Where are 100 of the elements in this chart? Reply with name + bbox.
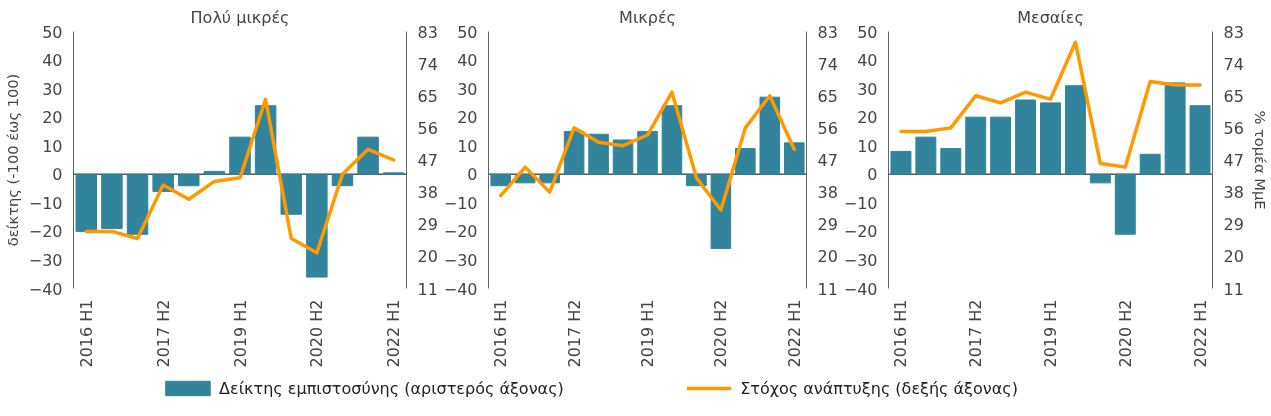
y-tick-label: 10: [457, 136, 478, 156]
x-tick-label: 2016 H1: [491, 299, 511, 368]
y2-tick-label: 74: [417, 54, 438, 74]
y-tick-label: 40: [457, 51, 478, 71]
y2-tick-label: 83: [417, 22, 438, 42]
bar: [1040, 102, 1061, 175]
x-tick-label: 2020 H2: [711, 299, 731, 368]
bar: [1164, 82, 1186, 175]
y-axis-title: δείκτης (-100 έως 100): [3, 73, 21, 247]
bar: [890, 150, 912, 175]
y2-tick-label: 83: [817, 22, 838, 42]
y-tick-label: −40: [28, 279, 63, 299]
x-tick-label: 2019 H1: [638, 299, 657, 368]
x-tick-label: 2017 H2: [966, 299, 986, 368]
y2-tick-label: 20: [817, 247, 838, 267]
bar: [735, 148, 756, 175]
x-tick-label: 2022 H1: [1190, 299, 1210, 368]
bar: [588, 133, 609, 175]
y-tick-label: 30: [42, 79, 63, 99]
bar: [783, 142, 805, 175]
y2-tick-label: 29: [417, 215, 438, 235]
y2-tick-label: 38: [417, 183, 438, 203]
y2-tick-label: 20: [417, 247, 438, 267]
x-tick-label: 2022 H1: [784, 299, 804, 368]
y-tick-label: −20: [843, 222, 878, 242]
chart-title: Μικρές: [619, 7, 676, 27]
y2-tick-label: 74: [817, 54, 838, 74]
bar: [1015, 99, 1037, 175]
bar: [661, 105, 683, 175]
bar: [1114, 173, 1136, 235]
bar: [965, 116, 987, 175]
x-tick-label: 2016 H1: [891, 299, 911, 368]
y2-tick-label: 65: [1223, 86, 1244, 106]
bar: [759, 96, 781, 175]
line-series: [498, 90, 797, 212]
bar: [203, 170, 226, 175]
y-tick-label: 30: [857, 79, 878, 99]
x-tick-label: 2022 H1: [384, 299, 404, 368]
chart-title: Μεσαίες: [1017, 7, 1084, 27]
y-tick-label: −20: [28, 222, 63, 242]
bar: [637, 130, 658, 175]
bar: [1064, 85, 1086, 175]
y2-tick-label: 11: [417, 279, 438, 299]
bar: [1139, 153, 1161, 175]
y-tick-label: 40: [42, 51, 63, 71]
y-tick-label: −40: [443, 279, 478, 299]
y2-tick-label: 29: [817, 215, 838, 235]
y-tick-label: 0: [867, 165, 878, 185]
y2-tick-label: 65: [417, 86, 438, 106]
bar: [490, 173, 512, 187]
legend-label: Δείκτης εμπιστοσύνης (αριστερός άξονας): [219, 379, 564, 398]
y-tick-label: 30: [457, 79, 478, 99]
y-tick-label: 50: [457, 22, 478, 42]
y2-tick-label: 47: [817, 151, 838, 170]
bar: [178, 173, 200, 187]
y-tick-label: 10: [42, 136, 63, 156]
bar: [1189, 105, 1211, 175]
y2-tick-label: 11: [1223, 279, 1244, 299]
y2-tick-label: 56: [817, 118, 838, 138]
bar: [306, 173, 328, 278]
bar: [940, 148, 962, 175]
line-series: [84, 97, 396, 255]
y2-tick-label: 38: [1223, 183, 1244, 203]
y-tick-label: −10: [28, 193, 63, 213]
y2-tick-label: 56: [417, 118, 438, 138]
bar: [75, 173, 98, 232]
y-tick-label: −20: [443, 222, 478, 242]
y-tick-label: −30: [443, 250, 478, 270]
y-tick-label: 20: [857, 108, 878, 128]
legend-label: Στόχος ανάπτυξης (δεξής άξονας): [740, 379, 1018, 398]
y2-tick-label: 56: [1223, 118, 1244, 138]
x-tick-label: 2019 H1: [230, 299, 250, 368]
y2-tick-label: 11: [817, 279, 838, 299]
y-tick-label: 0: [52, 165, 63, 185]
x-tick-label: 2017 H2: [153, 299, 173, 368]
y2-tick-label: 65: [817, 86, 838, 106]
y2-tick-label: 38: [817, 183, 838, 203]
y-tick-label: 40: [857, 51, 878, 71]
y-tick-label: 0: [467, 165, 478, 185]
x-tick-label: 2020 H2: [1115, 299, 1135, 368]
x-tick-label: 2016 H1: [76, 299, 96, 368]
y2-tick-label: 47: [1223, 151, 1244, 170]
x-tick-label: 2017 H2: [564, 299, 584, 368]
y2-axis-title: % τομέα ΜμΕ: [1251, 110, 1269, 210]
y-tick-label: −10: [843, 193, 878, 213]
y-tick-label: −10: [443, 193, 478, 213]
y2-tick-label: 83: [1223, 22, 1244, 42]
x-tick-label: 2019 H1: [1041, 299, 1060, 368]
bar: [915, 136, 937, 175]
chart-title: Πολύ μικρές: [190, 7, 290, 27]
y-tick-label: −40: [843, 279, 878, 299]
bar: [126, 173, 149, 235]
y-tick-label: −30: [28, 250, 63, 270]
x-tick-label: 2020 H2: [307, 299, 327, 368]
y2-tick-label: 20: [1223, 247, 1244, 267]
y2-tick-label: 74: [1223, 54, 1244, 74]
line-series: [899, 40, 1202, 169]
bar: [101, 173, 123, 230]
y-tick-label: 50: [857, 22, 878, 42]
y2-tick-label: 47: [417, 151, 438, 170]
